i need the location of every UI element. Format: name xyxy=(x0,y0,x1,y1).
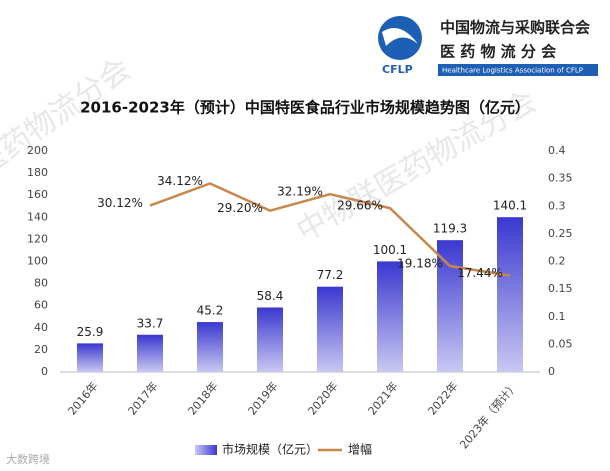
y-tick-label: 180 xyxy=(27,166,48,179)
logo-org: 中国物流与采购联合会 xyxy=(440,19,590,37)
x-tick-label: 2022年 xyxy=(425,379,461,418)
bar xyxy=(197,322,223,372)
data-label: 58.4 xyxy=(257,289,284,303)
bar xyxy=(77,343,103,372)
watermark: 大数跨境 xyxy=(6,452,50,466)
line xyxy=(149,182,511,277)
y-tick-label: 20 xyxy=(34,343,48,356)
data-label: 19.18% xyxy=(397,257,443,271)
data-label: 17.44% xyxy=(457,266,503,280)
y2-tick-label: 0.05 xyxy=(548,337,573,350)
logo-icon xyxy=(378,16,422,60)
y2-tick-label: 0.1 xyxy=(548,310,566,323)
legend-swatch xyxy=(195,445,217,455)
y-tick-label: 140 xyxy=(27,210,48,223)
y-tick-label: 0 xyxy=(41,365,48,378)
data-label: 140.1 xyxy=(493,199,527,213)
logo-band xyxy=(438,64,598,76)
data-label: 29.20% xyxy=(217,201,263,215)
logo-swirl xyxy=(382,28,418,46)
data-label: 25.9 xyxy=(77,325,104,339)
x-tick-label: 2018年 xyxy=(185,379,221,418)
y-tick-label: 160 xyxy=(27,188,48,201)
logo: CFLP 中国物流与采购联合会 医 药 物 流 分 会 Healthcare L… xyxy=(378,16,598,76)
logo-abbr: CFLP xyxy=(382,63,413,76)
bar xyxy=(437,240,463,372)
bar xyxy=(317,286,343,372)
bar xyxy=(137,334,163,372)
x-tick-label: 2019年 xyxy=(245,379,281,418)
x-tick-label: 2016年 xyxy=(65,379,101,418)
data-label: 77.2 xyxy=(317,268,344,282)
bar xyxy=(257,307,283,372)
x-tick-label: 2023年（预计） xyxy=(457,379,521,452)
data-label: 100.1 xyxy=(373,243,407,257)
y-tick-label: 80 xyxy=(34,277,48,290)
y-tick-label: 40 xyxy=(34,321,48,334)
legend-label: 增幅 xyxy=(348,442,372,457)
y2-tick-label: 0.25 xyxy=(548,227,573,240)
y2-tick-label: 0.3 xyxy=(548,199,566,212)
data-label: 33.7 xyxy=(137,316,164,330)
data-label: 30.12% xyxy=(97,196,143,210)
chart-title: 2016-2023年（预计）中国特医食品行业市场规模趋势图（亿元） xyxy=(80,99,530,117)
y-tick-label: 200 xyxy=(27,144,48,157)
x-tick-label: 2017年 xyxy=(125,379,161,418)
logo-english: Healthcare Logistics Association of CFLP xyxy=(442,67,583,75)
y2-tick-label: 0.15 xyxy=(548,282,573,295)
data-label: 29.66% xyxy=(337,199,383,213)
data-label: 45.2 xyxy=(197,304,224,318)
y-tick-label: 60 xyxy=(34,299,48,312)
y-tick-label: 100 xyxy=(27,255,48,268)
y2-tick-label: 0.4 xyxy=(548,144,566,157)
data-label: 34.12% xyxy=(157,174,203,188)
bar xyxy=(377,261,403,372)
y2-tick-label: 0 xyxy=(548,365,555,378)
watermark: 医药物流分会 xyxy=(0,52,137,184)
bar xyxy=(497,217,523,372)
legend-label: 市场规模（亿元） xyxy=(222,442,318,457)
logo-branch: 医 药 物 流 分 会 xyxy=(440,43,556,61)
y2-tick-label: 0.35 xyxy=(548,172,573,185)
x-tick-label: 2021年 xyxy=(365,379,401,418)
y2-tick-label: 0.2 xyxy=(548,255,566,268)
x-tick-label: 2020年 xyxy=(305,379,341,418)
data-label: 32.19% xyxy=(277,185,323,199)
data-label: 119.3 xyxy=(433,222,467,236)
y-tick-label: 120 xyxy=(27,232,48,245)
